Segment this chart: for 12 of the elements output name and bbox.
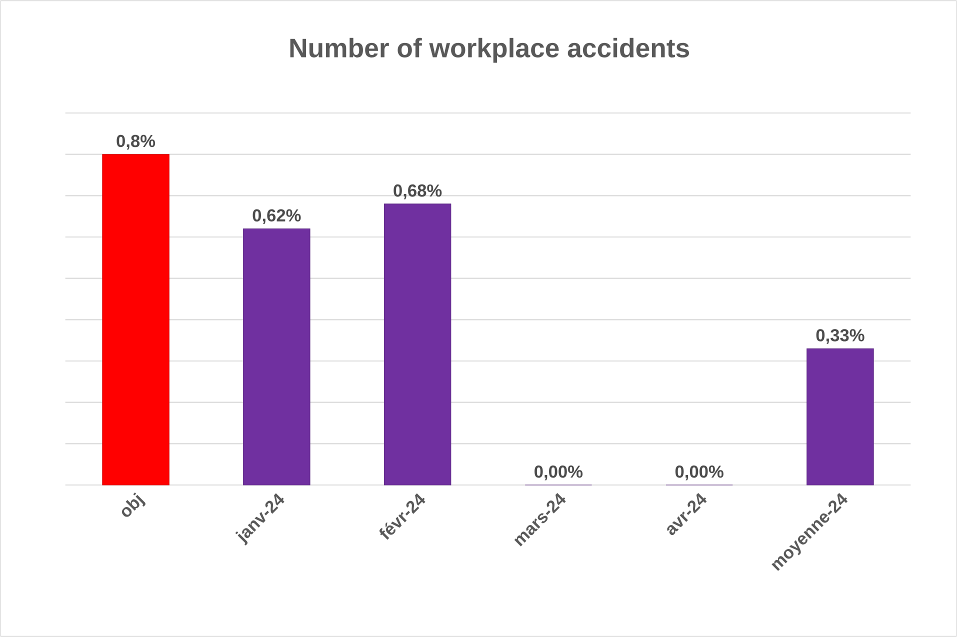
bar xyxy=(806,348,874,486)
bar xyxy=(102,154,170,486)
data-label: 0,00% xyxy=(534,466,583,480)
chart-title: Number of workplace accidents xyxy=(290,38,690,63)
data-label: 0,8% xyxy=(116,134,156,150)
data-label: 0,62% xyxy=(252,209,301,224)
data-label: 0,68% xyxy=(394,184,442,200)
data-label: 0,33% xyxy=(816,329,864,344)
bar xyxy=(384,204,452,486)
x-tick-label: obj xyxy=(122,492,146,517)
data-label: 0,00% xyxy=(675,466,724,480)
bar xyxy=(243,228,310,486)
